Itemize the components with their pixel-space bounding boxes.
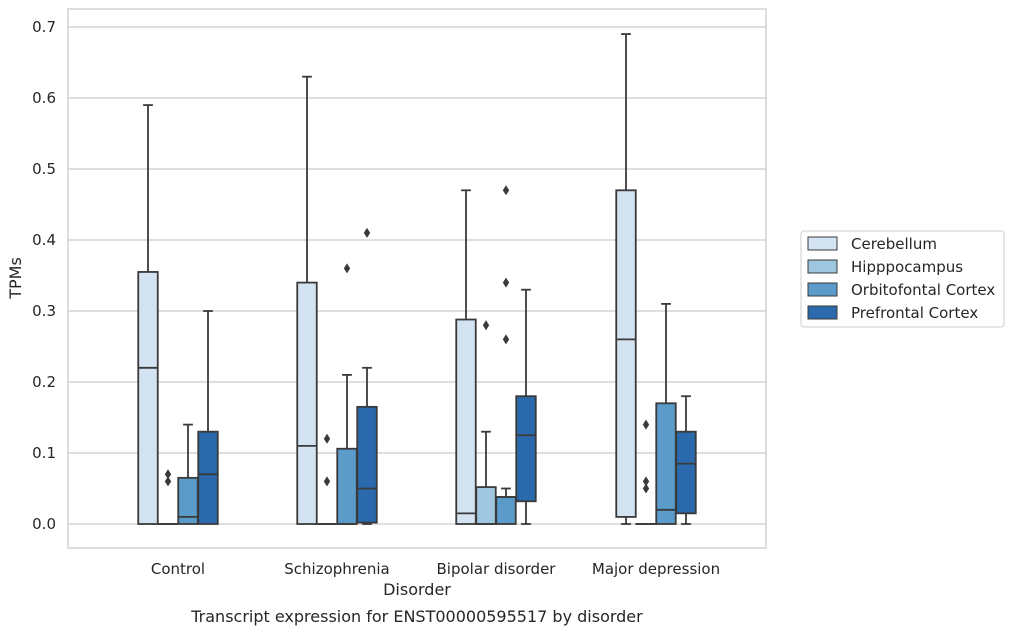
- outlier-marker: [502, 334, 510, 345]
- box-body: [495, 496, 517, 525]
- plot-area-frame: [67, 8, 767, 549]
- legend-label: Hipppocampus: [851, 258, 963, 276]
- box-3-0: [197, 310, 219, 525]
- legend-swatch: [807, 259, 838, 274]
- y-tick-label: 0.6: [32, 89, 56, 107]
- box-body: [675, 430, 697, 515]
- box-body: [197, 430, 219, 525]
- outlier-marker: [343, 263, 351, 274]
- box-0-1: [296, 75, 318, 525]
- box-2-2: [495, 185, 517, 525]
- outlier-marker: [164, 469, 172, 480]
- x-tick-label: Control: [151, 560, 205, 578]
- outlier-marker: [363, 227, 371, 238]
- y-axis-ticks: 0.0 0.1 0.2 0.3 0.4 0.5 0.6 0.7: [32, 18, 56, 533]
- y-tick-label: 0.2: [32, 373, 56, 391]
- box-3-1: [356, 227, 378, 525]
- y-tick-label: 0.3: [32, 302, 56, 320]
- boxes: [137, 33, 697, 525]
- legend-frame: [800, 230, 1005, 328]
- y-tick-label: 0.7: [32, 18, 56, 36]
- box-body: [455, 318, 477, 525]
- x-tick-label: Schizophrenia: [284, 560, 389, 578]
- x-axis-ticks: Control Schizophrenia Bipolar disorder Majo…: [151, 560, 720, 578]
- box-body: [475, 486, 497, 525]
- outlier-marker: [482, 320, 490, 331]
- box-body: [356, 405, 378, 524]
- box-3-2: [515, 288, 537, 525]
- box-body: [336, 447, 358, 525]
- box-body: [615, 189, 637, 518]
- chart-caption: Transcript expression for ENST0000059551…: [190, 607, 643, 626]
- box-body: [515, 395, 537, 503]
- box-0-2: [455, 189, 477, 525]
- outlier-marker: [323, 433, 331, 444]
- legend-label: Orbitofontal Cortex: [851, 281, 995, 299]
- outlier-marker: [502, 277, 510, 288]
- box-3-3: [675, 395, 697, 525]
- box-0-0: [137, 104, 159, 525]
- x-axis-title: Disorder: [383, 580, 451, 599]
- y-tick-label: 0.5: [32, 160, 56, 178]
- legend-label: Cerebellum: [851, 235, 937, 253]
- outlier-marker: [642, 483, 650, 494]
- y-tick-label: 0.0: [32, 515, 56, 533]
- y-tick-label: 0.1: [32, 444, 56, 462]
- outlier-marker: [164, 476, 172, 487]
- box-body: [296, 281, 318, 525]
- box-body: [137, 271, 159, 525]
- outlier-marker: [502, 185, 510, 196]
- y-axis-title: TPMs: [6, 257, 25, 300]
- legend: Cerebellum Hipppocampus Orbitofontal Corte…: [800, 230, 1005, 328]
- x-tick-label: Bipolar disorder: [437, 560, 557, 578]
- outlier-marker: [323, 476, 331, 487]
- legend-label: Prefrontal Cortex: [851, 304, 978, 322]
- box-1-2: [475, 320, 497, 525]
- x-tick-label: Major depression: [592, 560, 720, 578]
- legend-swatch: [807, 305, 838, 320]
- y-tick-label: 0.4: [32, 231, 56, 249]
- box-2-0: [177, 423, 199, 525]
- legend-swatch: [807, 282, 838, 297]
- legend-swatch: [807, 236, 838, 251]
- outlier-marker: [642, 419, 650, 430]
- box-body: [655, 402, 677, 525]
- outlier-marker: [642, 476, 650, 487]
- box-1-1: [316, 433, 338, 525]
- box-0-3: [615, 33, 637, 525]
